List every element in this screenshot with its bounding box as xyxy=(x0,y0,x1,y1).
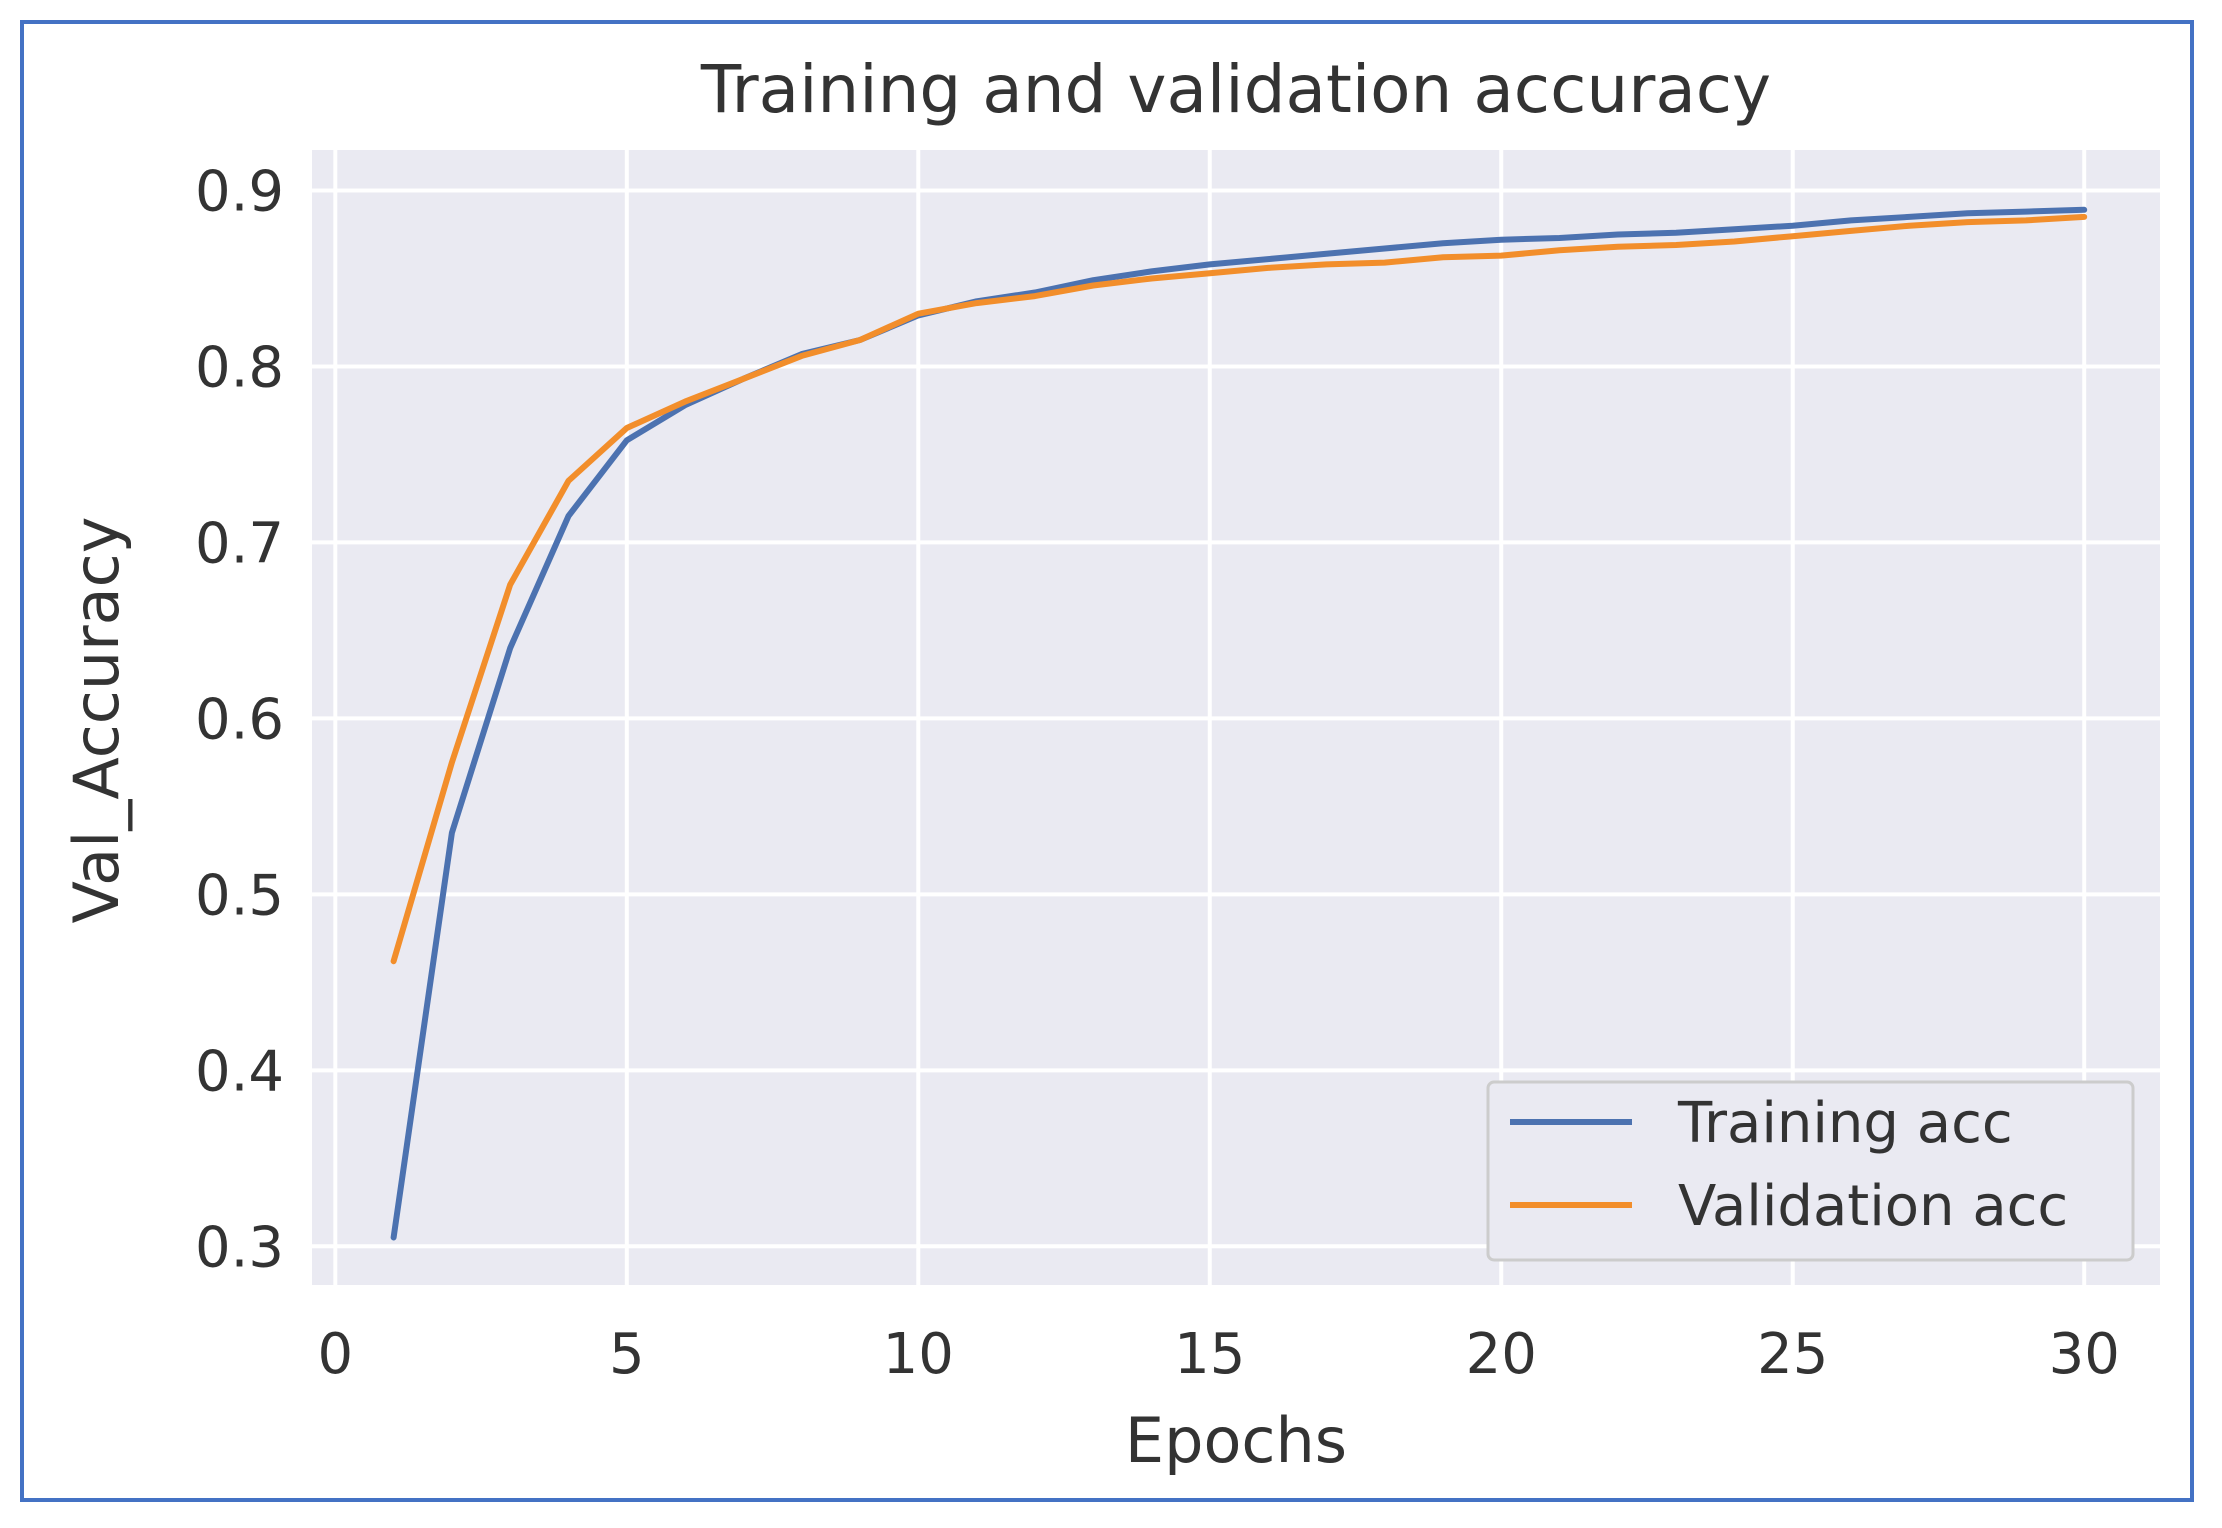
x-tick-label: 20 xyxy=(1466,1322,1537,1387)
series-line-validation xyxy=(390,213,2088,965)
x-tick-label: 5 xyxy=(609,1322,645,1387)
tick-labels: 0 5 10 15 20 25 30 0.3 0.4 0.5 0.6 0.7 0.8 0.9 xyxy=(195,159,2120,1387)
y-axis-label: Val_Accuracy xyxy=(60,517,133,924)
x-tick-label: 25 xyxy=(1757,1322,1828,1387)
x-tick-label: 30 xyxy=(2049,1322,2120,1387)
y-tick-label: 0.5 xyxy=(195,863,284,928)
y-tick-label: 0.7 xyxy=(195,511,284,576)
series-lines xyxy=(390,206,2088,1241)
y-tick-label: 0.9 xyxy=(195,159,284,224)
legend: Training acc Validation acc xyxy=(1486,1080,2135,1262)
y-tick-label: 0.3 xyxy=(195,1215,284,1280)
x-tick-label: 15 xyxy=(1174,1322,1245,1387)
grid-lines xyxy=(312,150,2160,1285)
x-tick-label: 10 xyxy=(883,1322,954,1387)
y-tick-label: 0.6 xyxy=(195,687,284,752)
series-line-training xyxy=(390,206,2088,1241)
x-axis-label: Epochs xyxy=(1125,1404,1347,1477)
chart-title: Training and validation accuracy xyxy=(700,51,1771,128)
legend-label-training: Training acc xyxy=(1677,1091,2013,1156)
y-tick-label: 0.8 xyxy=(195,335,284,400)
legend-box xyxy=(1486,1080,2135,1262)
y-tick-label: 0.4 xyxy=(195,1039,284,1104)
x-tick-label: 0 xyxy=(317,1322,353,1387)
legend-label-validation: Validation acc xyxy=(1678,1174,2068,1239)
